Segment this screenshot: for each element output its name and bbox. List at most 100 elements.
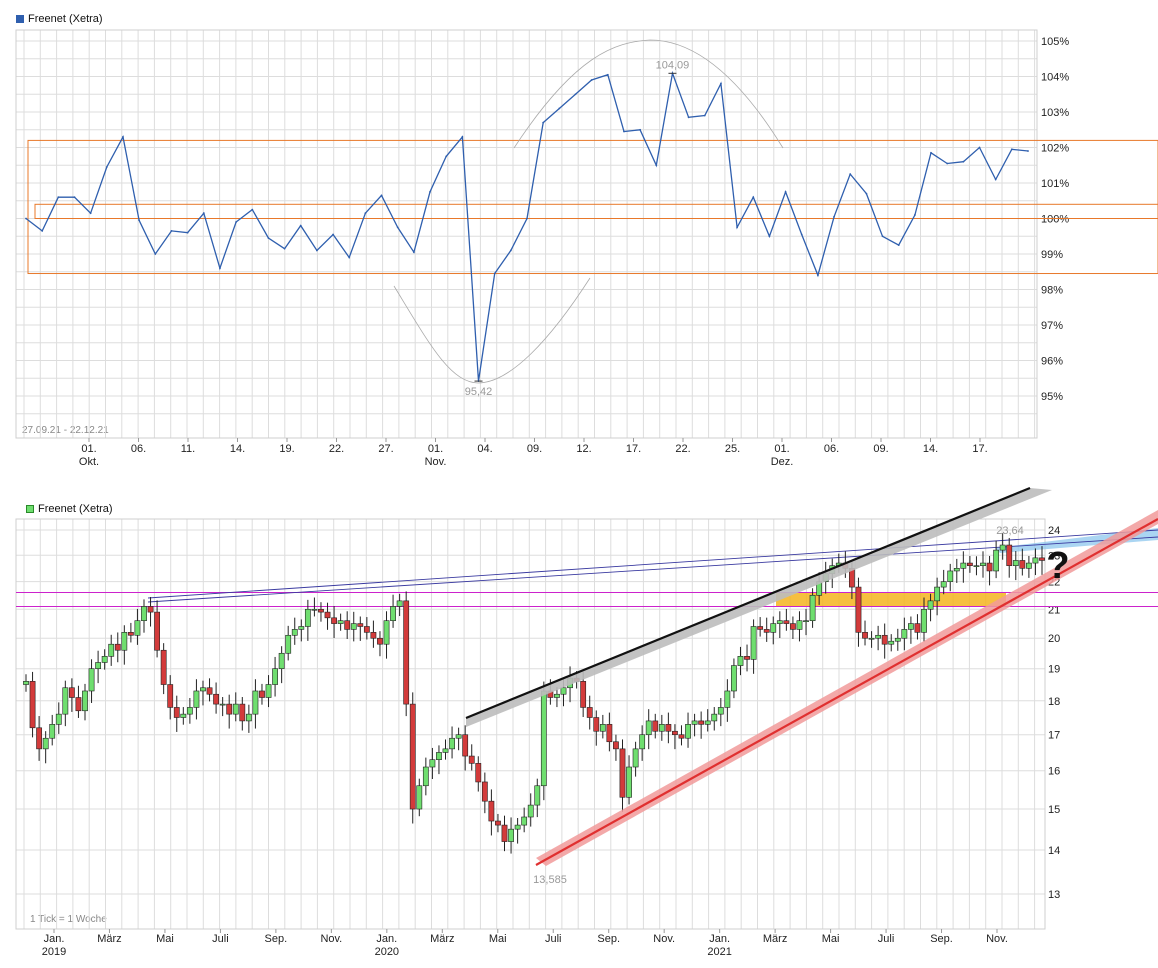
x-tick-label: 01. <box>428 443 443 455</box>
y-tick-label: 103% <box>1041 107 1069 119</box>
bottom-plot-frame <box>15 518 1046 930</box>
candle-up <box>776 620 783 624</box>
candle-down <box>580 681 587 708</box>
candle-down <box>167 684 174 708</box>
candle-down <box>36 727 43 750</box>
candle-down <box>481 781 488 802</box>
line-data-point <box>396 226 399 229</box>
candle-down <box>468 755 475 764</box>
candle-up <box>711 713 718 722</box>
candle-down <box>475 763 482 783</box>
candle-up <box>731 665 737 692</box>
arc-bottom <box>393 277 591 384</box>
candle-up <box>554 693 560 698</box>
candle-down <box>259 690 265 698</box>
candle-up <box>940 581 947 588</box>
line-data-point <box>623 130 625 133</box>
line-data-point <box>429 190 431 193</box>
x-tick-label: Mai <box>822 933 840 945</box>
x-tick-label: Mai <box>156 933 174 945</box>
line-data-point <box>445 155 448 158</box>
candle-up <box>134 620 141 636</box>
line-data-point <box>784 190 787 193</box>
candle-down <box>586 707 593 718</box>
candle-down <box>213 693 219 705</box>
candle-up <box>508 828 514 842</box>
x-tick-label: Jan. <box>44 933 65 945</box>
candle-up <box>180 713 187 718</box>
line-data-point <box>219 267 221 270</box>
candle-up <box>265 684 272 698</box>
candle-up <box>422 766 429 787</box>
line-data-point <box>73 196 76 199</box>
candle-up <box>1032 557 1039 564</box>
candle-down <box>606 724 613 743</box>
line-data-point <box>122 135 124 138</box>
line-data-point <box>946 162 949 165</box>
y-tick-label: 21 <box>1048 604 1060 616</box>
bottom-legend-label: Freenet (Xetra) <box>38 503 113 515</box>
candle-down <box>154 611 160 651</box>
line-data-point <box>978 146 981 149</box>
max-value-label: 104,09 <box>656 59 690 71</box>
date-range-label: 27.09.21 - 22.12.21 <box>22 425 109 436</box>
candle-up <box>416 785 423 810</box>
tick-interval-note: 1 Tick = 1 Woche <box>30 914 107 925</box>
line-data-point <box>1010 148 1013 151</box>
line-data-point <box>800 233 803 236</box>
candle-up <box>442 748 449 753</box>
candle-down <box>160 649 167 685</box>
line-data-point <box>202 212 205 215</box>
candle-down <box>763 629 770 633</box>
candle-up <box>704 720 711 725</box>
line-data-point <box>348 256 351 259</box>
x-tick-label: 06. <box>131 443 146 455</box>
line-data-point <box>736 226 738 229</box>
candle-up <box>999 544 1006 551</box>
candle-down <box>377 637 383 645</box>
candle-up <box>298 626 305 630</box>
x-tick-label: 22. <box>675 443 690 455</box>
candle-down <box>1019 560 1026 569</box>
candle-down <box>672 730 678 736</box>
y-tick-label: 98% <box>1041 285 1063 297</box>
x-tick-label: 01. <box>774 443 789 455</box>
candle-up <box>960 562 967 569</box>
x-tick-sublabel: Dez. <box>771 456 794 468</box>
candle-up <box>534 785 541 806</box>
line-data-point <box>817 274 819 277</box>
candle-down <box>881 634 888 645</box>
candle-up <box>685 724 691 739</box>
x-tick-label: 17. <box>626 443 641 455</box>
line-data-point <box>267 237 270 239</box>
candle-down <box>226 703 233 715</box>
x-tick-sublabel: 2020 <box>375 946 399 958</box>
y-tick-label: 102% <box>1041 143 1069 155</box>
candle-down <box>363 626 370 633</box>
x-tick-label: Jan. <box>709 933 730 945</box>
line-data-point <box>994 178 997 181</box>
candle-down <box>613 741 619 750</box>
line-data-point <box>170 230 173 232</box>
line-data-point <box>703 114 706 117</box>
y-tick-label: 14 <box>1048 845 1060 857</box>
candle-up <box>200 687 206 692</box>
candle-down <box>665 724 672 732</box>
line-data-point <box>138 219 141 222</box>
y-tick-label: 16 <box>1048 766 1060 778</box>
y-tick-label: 100% <box>1041 214 1069 226</box>
line-data-point <box>913 214 916 216</box>
x-tick-label: 09. <box>527 443 542 455</box>
candle-up <box>186 707 193 715</box>
candle-down <box>462 734 469 757</box>
line-data-point <box>235 221 237 223</box>
candle-down <box>986 562 993 572</box>
candle-up <box>691 720 698 725</box>
line-data-point <box>930 151 932 154</box>
candle-down <box>114 643 121 651</box>
y-tick-label: 105% <box>1041 36 1069 48</box>
y-tick-label: 19 <box>1048 664 1060 676</box>
candle-down <box>357 623 364 627</box>
x-tick-label: 25. <box>725 443 740 455</box>
